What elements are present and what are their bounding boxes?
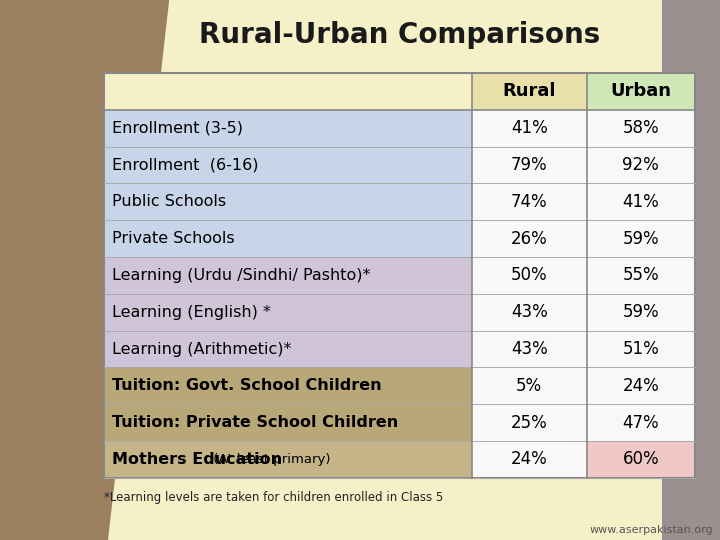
Bar [587, 110, 695, 146]
Bar [472, 330, 587, 367]
Text: 26%: 26% [510, 230, 548, 247]
Text: Rural-Urban Comparisons: Rural-Urban Comparisons [199, 21, 600, 49]
Text: Learning (English) *: Learning (English) * [112, 305, 271, 320]
Bar [587, 330, 695, 367]
Text: (At least primary): (At least primary) [209, 453, 330, 466]
Bar [104, 294, 472, 330]
Polygon shape [97, 0, 169, 540]
Bar [104, 257, 472, 294]
Text: Public Schools: Public Schools [112, 194, 226, 210]
Bar [472, 367, 587, 404]
Bar [587, 257, 695, 294]
Text: 79%: 79% [511, 156, 547, 174]
Bar [472, 184, 587, 220]
Text: Tuition: Govt. School Children: Tuition: Govt. School Children [112, 379, 381, 393]
Text: *Learning levels are taken for children enrolled in Class 5: *Learning levels are taken for children … [104, 491, 444, 504]
Text: 24%: 24% [510, 450, 548, 469]
Text: 5%: 5% [516, 377, 542, 395]
Bar [104, 330, 472, 367]
Text: 51%: 51% [622, 340, 660, 358]
Bar [472, 110, 587, 146]
Text: 43%: 43% [510, 303, 548, 321]
Bar [587, 367, 695, 404]
Bar [104, 184, 472, 220]
Bar [104, 367, 472, 404]
Text: 25%: 25% [510, 414, 548, 431]
Bar [104, 73, 472, 110]
Bar [587, 404, 695, 441]
Bar [472, 146, 587, 184]
Bar [587, 441, 695, 478]
Text: 55%: 55% [623, 266, 659, 285]
Bar [472, 220, 587, 257]
Polygon shape [54, 0, 169, 540]
Bar [0, 0, 140, 540]
Text: Private Schools: Private Schools [112, 231, 234, 246]
Bar [587, 146, 695, 184]
Text: 24%: 24% [622, 377, 660, 395]
Bar [587, 73, 695, 110]
Bar [587, 220, 695, 257]
Bar [472, 294, 587, 330]
Text: 41%: 41% [622, 193, 660, 211]
Bar [472, 404, 587, 441]
Bar [472, 257, 587, 294]
Bar [104, 404, 472, 441]
Text: Learning (Urdu /Sindhi/ Pashto)*: Learning (Urdu /Sindhi/ Pashto)* [112, 268, 370, 283]
Text: Rural: Rural [503, 82, 556, 100]
Text: Tuition: Private School Children: Tuition: Private School Children [112, 415, 398, 430]
Bar [587, 184, 695, 220]
Text: 41%: 41% [510, 119, 548, 137]
Bar [104, 220, 472, 257]
Bar [472, 441, 587, 478]
Text: Mothers Education: Mothers Education [112, 452, 282, 467]
Bar [104, 441, 472, 478]
Text: 47%: 47% [623, 414, 659, 431]
Bar [472, 73, 587, 110]
Text: Enrollment  (6-16): Enrollment (6-16) [112, 158, 258, 172]
Text: Learning (Arithmetic)*: Learning (Arithmetic)* [112, 341, 291, 356]
Text: 74%: 74% [511, 193, 547, 211]
Text: 92%: 92% [622, 156, 660, 174]
Text: 59%: 59% [623, 303, 659, 321]
Text: 50%: 50% [511, 266, 547, 285]
Bar [104, 110, 472, 146]
Bar [104, 146, 472, 184]
Text: 60%: 60% [623, 450, 659, 469]
Text: 43%: 43% [510, 340, 548, 358]
Text: www.aserpakistan.org: www.aserpakistan.org [589, 524, 713, 535]
Text: 59%: 59% [623, 230, 659, 247]
Text: Enrollment (3-5): Enrollment (3-5) [112, 120, 243, 136]
Bar [587, 294, 695, 330]
Text: Urban: Urban [611, 82, 671, 100]
Bar [662, 0, 720, 540]
Text: 58%: 58% [623, 119, 659, 137]
Bar [104, 73, 695, 478]
